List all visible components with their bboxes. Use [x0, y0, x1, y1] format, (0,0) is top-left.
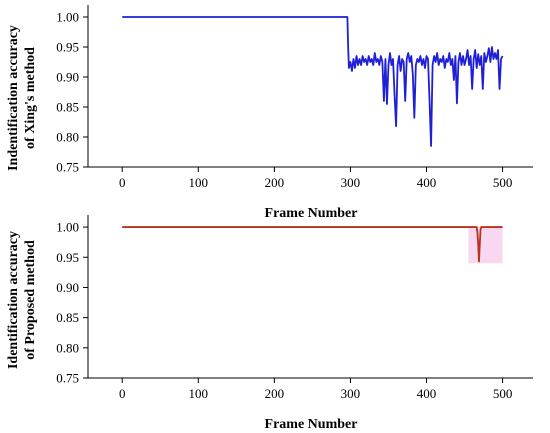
- proposed-x-tick-label: 100: [189, 386, 209, 401]
- xing-x-tick-label: 100: [189, 175, 209, 190]
- proposed-y-tick-label: 0.75: [56, 371, 79, 386]
- proposed-panel: Identification accuracy of Proposed meth…: [6, 215, 533, 432]
- proposed-series-line: [122, 226, 503, 263]
- xing-ylabel-line2: of Xing's method: [23, 47, 38, 149]
- xing-y-tick-label: 1.00: [56, 10, 79, 25]
- proposed-y-tick-label: 0.90: [56, 280, 79, 295]
- xing-x-tick-label: 300: [341, 175, 361, 190]
- proposed-ylabel-line1: Identification accuracy: [6, 231, 21, 369]
- xing-y-tick-label: 0.75: [56, 160, 79, 175]
- xing-x-tick-label: 200: [265, 175, 285, 190]
- proposed-x-tick-label: 200: [265, 386, 285, 401]
- proposed-x-tick-label: 0: [119, 386, 126, 401]
- xing-y-tick-label: 0.95: [56, 40, 79, 55]
- proposed-xlabel: Frame Number: [265, 417, 358, 432]
- xing-ylabel-line1: Indentification accuracy: [6, 25, 21, 171]
- proposed-ylabel-line2: of Proposed method: [23, 240, 38, 360]
- proposed-x-tick-label: 500: [493, 386, 513, 401]
- proposed-x-tick-label: 300: [341, 386, 361, 401]
- proposed-y-tick-label: 0.85: [56, 310, 79, 325]
- proposed-x-tick-label: 400: [417, 386, 437, 401]
- xing-y-tick-label: 0.85: [56, 100, 79, 115]
- xing-y-tick-label: 0.90: [56, 70, 79, 85]
- xing-x-tick-label: 500: [493, 175, 513, 190]
- proposed-highlight-band: [468, 227, 503, 264]
- xing-panel: Indentification accuracy of Xing's metho…: [6, 5, 533, 221]
- proposed-y-tick-label: 0.80: [56, 340, 79, 355]
- xing-xlabel: Frame Number: [265, 206, 358, 221]
- xing-x-tick-label: 400: [417, 175, 437, 190]
- xing-series-line: [122, 16, 504, 147]
- xing-x-tick-label: 0: [119, 175, 126, 190]
- proposed-y-tick-label: 1.00: [56, 220, 79, 235]
- proposed-y-tick-label: 0.95: [56, 250, 79, 265]
- xing-y-tick-label: 0.80: [56, 130, 79, 145]
